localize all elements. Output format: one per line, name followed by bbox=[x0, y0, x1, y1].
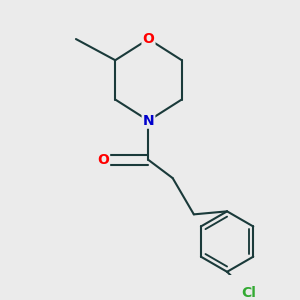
Text: Cl: Cl bbox=[241, 286, 256, 300]
Text: O: O bbox=[97, 153, 109, 167]
Text: N: N bbox=[143, 114, 154, 128]
Text: O: O bbox=[142, 32, 154, 46]
